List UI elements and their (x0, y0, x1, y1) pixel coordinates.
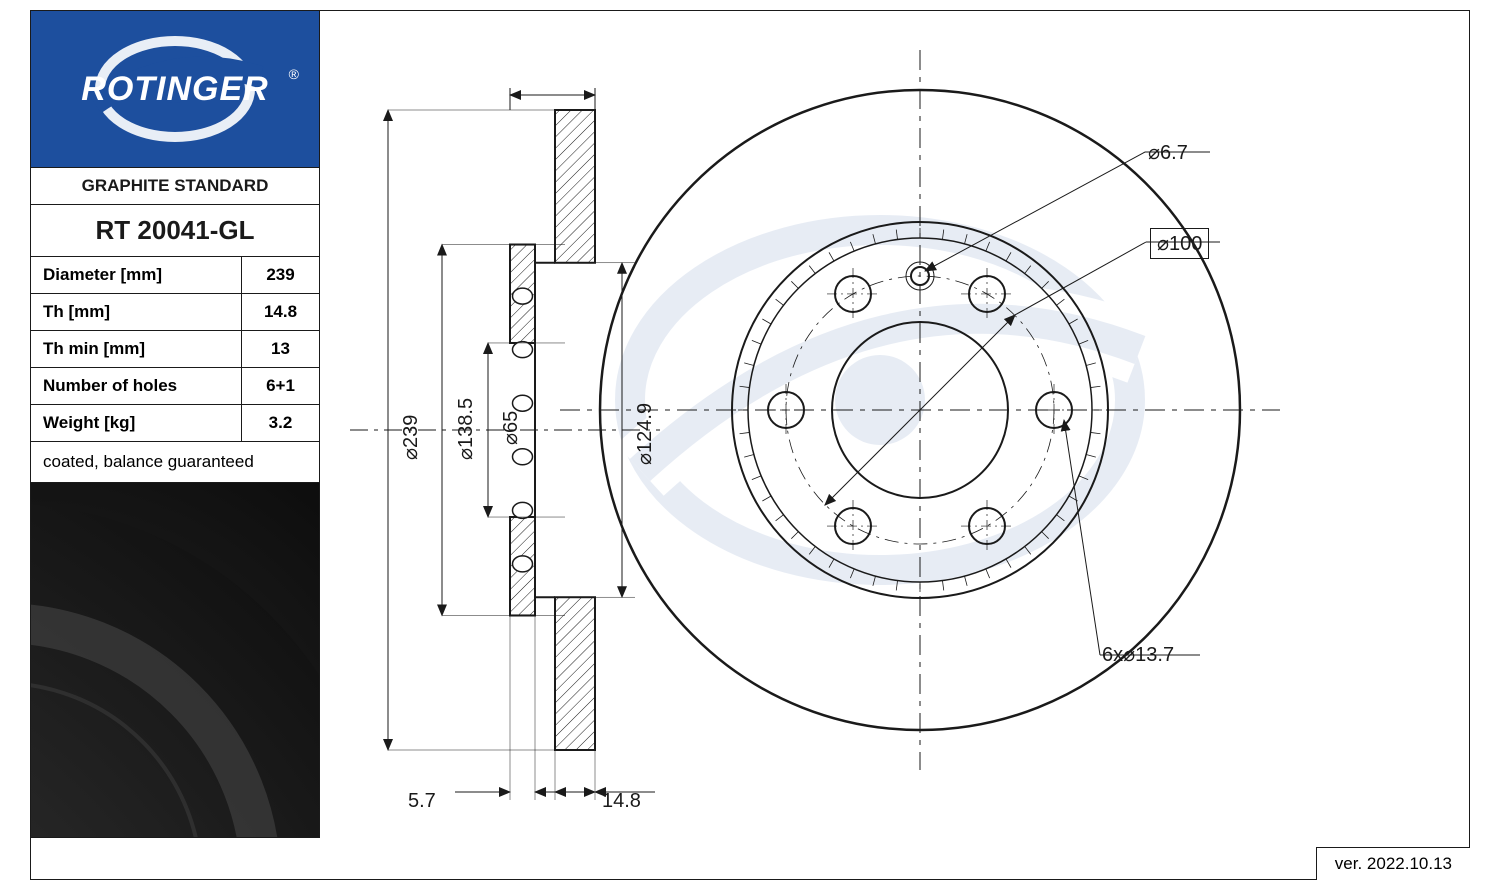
spec-value: 13 (242, 331, 320, 368)
spec-label: Th [mm] (30, 294, 242, 331)
brand-name: ROTINGER (81, 70, 268, 109)
spec-label: Number of holes (30, 368, 242, 405)
registered-icon: ® (289, 66, 299, 82)
info-panel: ROTINGER ® GRAPHITE STANDARD RT 20041-GL… (30, 10, 320, 838)
spec-value: 14.8 (242, 294, 320, 331)
spec-row: Th min [mm]13 (30, 331, 320, 368)
spec-row: Th [mm]14.8 (30, 294, 320, 331)
spec-row: Number of holes6+1 (30, 368, 320, 405)
spec-row: Diameter [mm]239 (30, 257, 320, 294)
series-name: GRAPHITE STANDARD (30, 168, 320, 205)
spec-value: 239 (242, 257, 320, 294)
note: coated, balance guaranteed (30, 442, 320, 483)
technical-drawing: ⌀239 ⌀138.5 ⌀65 ⌀124.9 5.7 14.8 ⌀6.7 ⌀10… (320, 10, 1470, 880)
spec-label: Weight [kg] (30, 405, 242, 442)
part-number: RT 20041-GL (30, 205, 320, 257)
spec-label: Diameter [mm] (30, 257, 242, 294)
spec-label: Th min [mm] (30, 331, 242, 368)
spec-value: 6+1 (242, 368, 320, 405)
spec-value: 3.2 (242, 405, 320, 442)
drawing-svg (320, 10, 1470, 880)
brand-logo-box: ROTINGER ® (30, 10, 320, 168)
spec-row: Weight [kg]3.2 (30, 405, 320, 442)
product-photo (30, 483, 320, 838)
